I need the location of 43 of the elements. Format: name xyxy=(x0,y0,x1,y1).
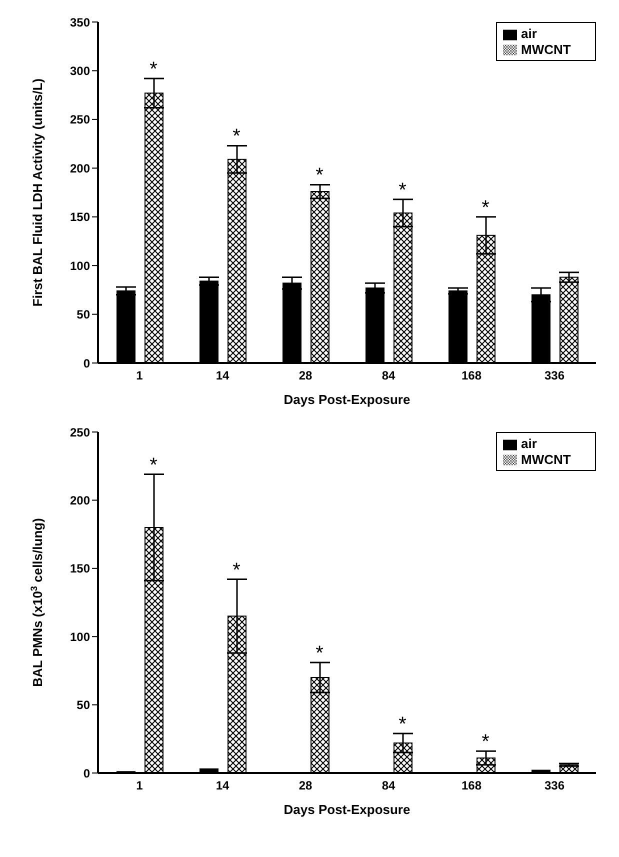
annotation: * xyxy=(150,58,158,81)
x-tick-label: 1 xyxy=(136,778,144,793)
y-tick-label: 50 xyxy=(76,698,90,712)
x-tick-label: 14 xyxy=(216,368,230,383)
legend-label: MWCNT xyxy=(521,42,571,57)
x-tick-label: 84 xyxy=(382,368,396,383)
y-tick-label: 150 xyxy=(70,210,90,224)
x-tick-label: 14 xyxy=(216,778,230,793)
x-tick-label: 84 xyxy=(382,778,396,793)
x-axis-title: Days Post-Exposure xyxy=(284,802,410,817)
annotation: * xyxy=(232,559,241,582)
y-tick-label: 150 xyxy=(70,562,90,576)
y-tick-label: 0 xyxy=(83,356,90,370)
x-axis-title: Days Post-Exposure xyxy=(284,392,410,407)
y-tick-label: 0 xyxy=(83,766,90,780)
x-tick-label: 336 xyxy=(544,778,565,793)
x-tick-label: 336 xyxy=(544,368,565,383)
annotation: * xyxy=(398,179,407,202)
x-tick-label: 168 xyxy=(461,778,482,793)
legend-label: air xyxy=(521,436,537,451)
y-tick-label: 200 xyxy=(70,161,90,176)
y-tick-label: 250 xyxy=(70,112,90,127)
x-tick-label: 28 xyxy=(298,368,312,383)
annotation: * xyxy=(398,713,407,736)
legend-label: MWCNT xyxy=(521,452,571,467)
y-tick-label: 300 xyxy=(70,64,90,78)
y-tick-label: 50 xyxy=(76,308,90,322)
y-tick-label: 200 xyxy=(70,493,90,508)
y-axis-title: First BAL Fluid LDH Activity (units/L) xyxy=(30,78,45,307)
y-tick-label: 100 xyxy=(70,258,90,273)
annotation: * xyxy=(316,642,324,665)
x-tick-label: 168 xyxy=(461,368,482,383)
y-tick-label: 250 xyxy=(70,425,90,440)
x-tick-label: 28 xyxy=(298,778,312,793)
legend-label: air xyxy=(521,26,537,41)
annotation: * xyxy=(482,196,490,219)
y-tick-label: 350 xyxy=(70,15,90,30)
annotation: * xyxy=(232,126,241,148)
x-tick-label: 1 xyxy=(136,368,144,383)
annotation: * xyxy=(316,164,324,187)
y-tick-label: 100 xyxy=(70,630,90,644)
annotation: * xyxy=(482,731,490,754)
annotation: * xyxy=(150,454,158,476)
